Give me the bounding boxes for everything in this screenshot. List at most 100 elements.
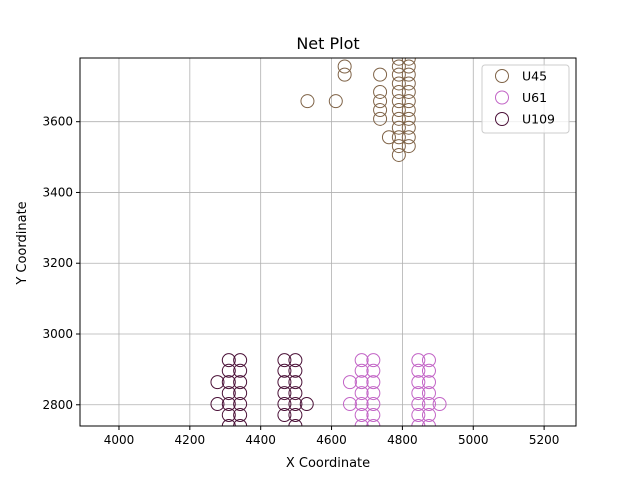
data-point <box>342 375 357 390</box>
series-u109 <box>210 353 314 426</box>
data-point <box>411 363 426 378</box>
x-tick-label: 4800 <box>387 433 418 447</box>
data-point <box>421 375 436 390</box>
y-tick-label: 3600 <box>42 115 73 129</box>
data-point <box>300 94 315 109</box>
data-point <box>411 408 426 423</box>
data-point <box>401 84 416 99</box>
data-point <box>391 58 406 66</box>
data-point <box>373 103 388 118</box>
data-point <box>354 353 369 368</box>
data-point <box>354 363 369 378</box>
data-point <box>391 103 406 118</box>
data-point <box>221 363 236 378</box>
data-point <box>210 397 225 412</box>
data-point <box>373 111 388 126</box>
data-point <box>391 76 406 91</box>
data-point <box>391 120 406 135</box>
data-point <box>401 58 416 66</box>
data-point <box>411 353 426 368</box>
data-point <box>366 353 381 368</box>
legend-label: U45 <box>522 69 547 84</box>
data-point <box>337 59 352 74</box>
data-point <box>401 111 416 126</box>
data-point <box>277 375 292 390</box>
data-point <box>233 363 248 378</box>
legend-marker <box>495 90 509 105</box>
data-point <box>288 419 303 426</box>
data-point <box>233 375 248 390</box>
data-point <box>233 408 248 423</box>
data-point <box>421 363 436 378</box>
data-point <box>210 375 225 390</box>
data-point <box>221 386 236 401</box>
data-point <box>354 375 369 390</box>
data-point <box>221 375 236 390</box>
data-point <box>354 408 369 423</box>
data-point <box>233 397 248 412</box>
x-tick-label: 5200 <box>529 433 560 447</box>
data-point <box>366 397 381 412</box>
legend-marker <box>495 112 509 126</box>
data-point <box>221 408 236 423</box>
x-tick-label: 4600 <box>316 433 347 447</box>
data-point <box>391 139 406 154</box>
data-point <box>233 353 248 368</box>
data-point <box>411 397 426 412</box>
data-point <box>299 397 314 412</box>
data-point <box>391 111 406 126</box>
x-tick-label: 4000 <box>104 433 135 447</box>
chart-title: Net Plot <box>296 34 359 53</box>
data-point <box>391 147 406 162</box>
legend-label: U61 <box>522 90 547 105</box>
data-point <box>421 353 436 368</box>
x-tick-label: 4200 <box>175 433 206 447</box>
data-point <box>277 408 292 423</box>
data-point <box>401 59 416 74</box>
data-point <box>421 419 436 426</box>
data-point <box>391 94 406 109</box>
data-point <box>401 67 416 82</box>
data-point <box>328 94 343 109</box>
data-point <box>421 397 436 412</box>
data-point <box>233 419 248 426</box>
data-point <box>401 130 416 145</box>
data-point <box>373 67 388 82</box>
y-axis-label: Y Coordinate <box>15 201 30 285</box>
plot-frame <box>79 57 577 427</box>
data-point <box>288 363 303 378</box>
x-tick-label: 4400 <box>245 433 276 447</box>
data-point <box>288 408 303 423</box>
data-point <box>401 139 416 154</box>
y-tick-label: 3400 <box>42 185 73 199</box>
data-point <box>277 353 292 368</box>
data-point <box>391 130 406 145</box>
data-point <box>288 386 303 401</box>
data-point <box>277 363 292 378</box>
data-point <box>354 386 369 401</box>
x-tick-label: 5000 <box>458 433 489 447</box>
data-point <box>366 419 381 426</box>
legend-marker <box>495 69 509 83</box>
data-point <box>366 386 381 401</box>
data-point <box>221 353 236 368</box>
data-point <box>221 397 236 412</box>
data-point <box>288 353 303 368</box>
data-point <box>373 94 388 109</box>
data-point <box>391 84 406 99</box>
data-point <box>354 397 369 412</box>
data-points <box>210 58 447 426</box>
data-point <box>342 397 357 412</box>
data-point <box>288 397 303 412</box>
y-tick-label: 2800 <box>42 398 73 412</box>
data-point <box>366 363 381 378</box>
series-u45 <box>300 58 416 162</box>
data-point <box>421 386 436 401</box>
legend: U45 U61 U109 <box>481 64 570 134</box>
data-point <box>401 120 416 135</box>
legend-label: U109 <box>522 112 555 127</box>
data-point <box>221 419 236 426</box>
data-point <box>366 375 381 390</box>
